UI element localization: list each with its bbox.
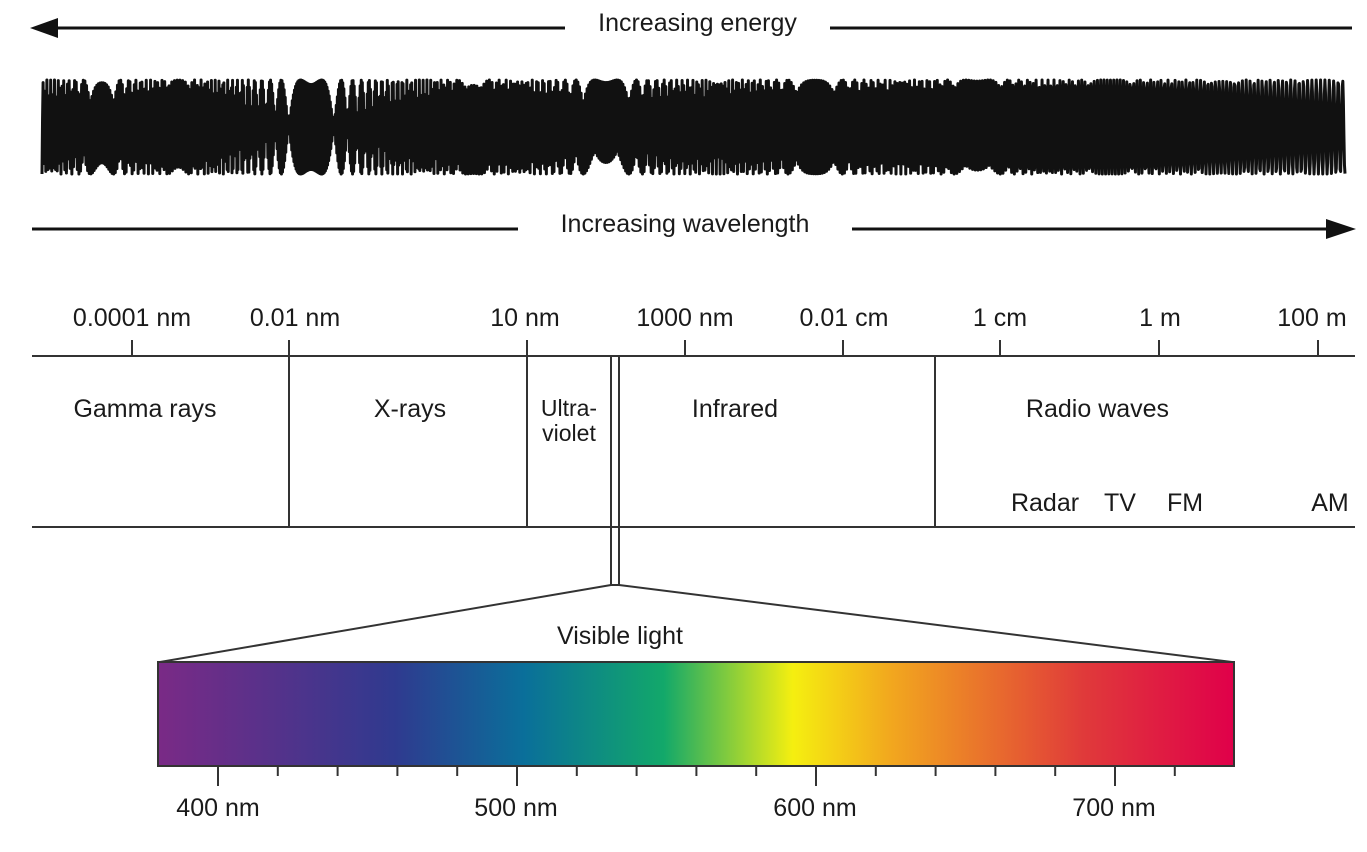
visible-tick-label-500: 500 nm [474,794,558,822]
region-dividers [288,340,936,585]
region-ultraviolet-line2: violet [542,420,596,446]
scale-label-0.0001nm: 0.0001 nm [72,304,192,332]
region-radio-waves: Radio waves [1025,395,1170,423]
band-tv: TV [1104,489,1136,517]
scale-label-100m: 100 m [1277,304,1347,332]
visible-tick-label-600: 600 nm [773,794,857,822]
zoom-line-left [159,584,612,663]
region-infrared: Infrared [691,395,779,423]
visible-tick-label-400: 400 nm [176,794,260,822]
scale-label-10nm: 10 nm [490,304,560,332]
scale-label-0.01nm: 0.01 nm [249,304,341,332]
scale-label-1cm: 1 cm [972,304,1028,332]
scale-label-0.01cm: 0.01 cm [799,304,889,332]
wavelength-label: Increasing wavelength [560,210,810,238]
region-ultraviolet-line1: Ultra- [540,395,598,421]
band-radar: Radar [1010,489,1080,517]
scale-label-1000nm: 1000 nm [636,304,734,332]
energy-label: Increasing energy [598,9,797,37]
visible-light-label: Visible light [556,622,683,650]
visible-spectrum-bar [157,661,1235,767]
band-fm: FM [1166,489,1204,517]
scale-label-1m: 1 m [1139,304,1181,332]
region-x-rays: X-rays [373,395,447,423]
zoom-line-right [618,584,1233,663]
region-gamma-rays: Gamma rays [73,395,217,423]
visible-tick-label-700: 700 nm [1072,794,1156,822]
band-am: AM [1311,489,1349,517]
visible-ticks [217,766,1176,786]
scale-ticks [131,340,1319,356]
wave-curve [40,78,1347,176]
energy-arrowhead [30,18,58,38]
wavelength-arrowhead [1326,219,1356,239]
